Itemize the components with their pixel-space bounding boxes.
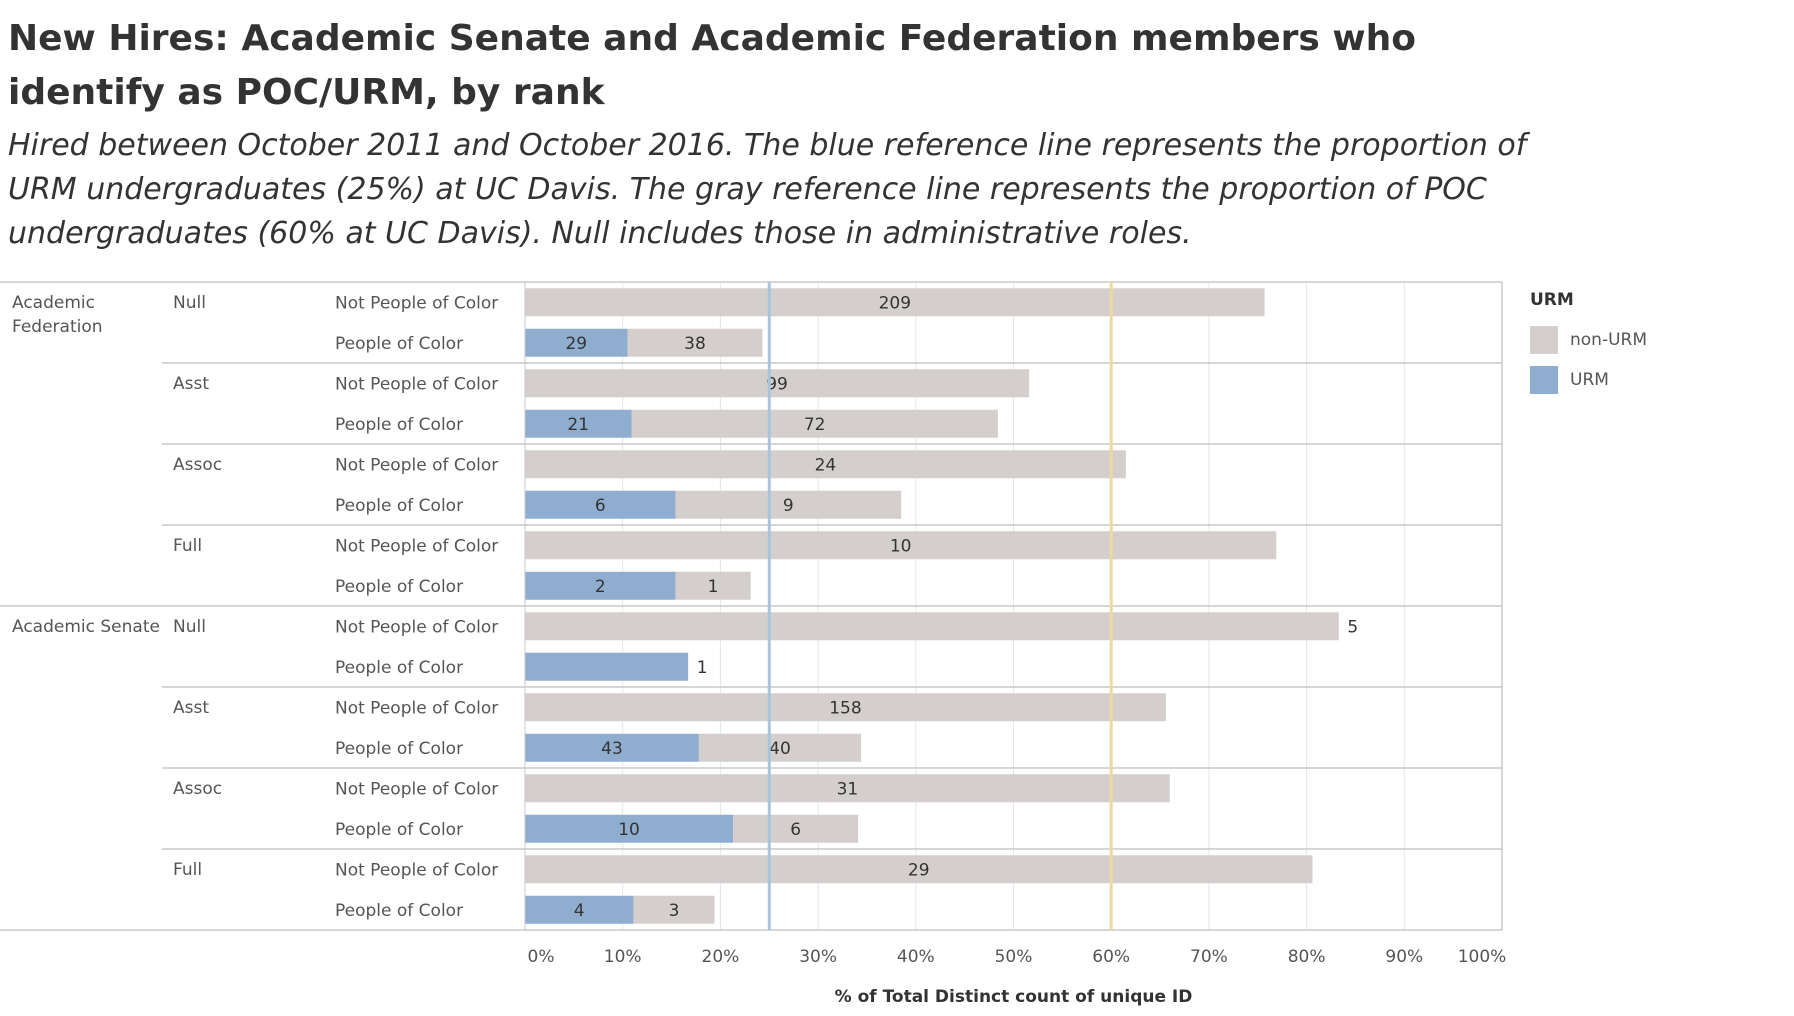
x-tick-label: 50%	[995, 947, 1033, 967]
group-label: Academic Federation	[12, 293, 103, 337]
value-label-non-urm: 24	[815, 455, 837, 475]
value-label-urm: 10	[618, 820, 640, 840]
row-label: People of Color	[335, 415, 463, 435]
row-label: Not People of Color	[335, 617, 498, 637]
bar-urm	[525, 328, 628, 357]
rank-label: Null	[173, 617, 206, 637]
bar-non-urm	[525, 693, 1166, 722]
bar-non-urm	[675, 571, 751, 600]
row-label: Not People of Color	[335, 455, 498, 475]
bar-non-urm	[525, 855, 1313, 884]
bar-non-urm	[698, 733, 862, 762]
x-tick-label: 100%	[1458, 947, 1507, 967]
rank-label: Asst	[173, 374, 209, 394]
value-label-non-urm: 29	[908, 860, 930, 880]
value-label-urm: 1	[697, 658, 708, 678]
row-label: People of Color	[335, 577, 463, 597]
stacked-bar-chart: Academic Federation Null Not People of Colo…	[0, 281, 1507, 1007]
legend-swatch-non-urm	[1530, 326, 1558, 354]
x-tick-label: 30%	[799, 947, 837, 967]
x-tick-label: 10%	[604, 947, 642, 967]
x-axis-title: % of Total Distinct count of unique ID	[835, 987, 1193, 1007]
row-label: People of Color	[335, 820, 463, 840]
bar-non-urm	[525, 531, 1277, 560]
bar-non-urm	[631, 409, 998, 438]
value-label-non-urm: 209	[879, 293, 911, 313]
value-label-non-urm: 31	[837, 779, 859, 799]
rank-label: Full	[173, 860, 202, 880]
value-label-urm: 6	[595, 496, 606, 516]
bar-non-urm	[733, 814, 859, 843]
value-label-non-urm: 9	[783, 496, 794, 516]
bar-urm	[525, 652, 689, 681]
value-label-non-urm: 158	[829, 698, 861, 718]
bar-urm	[525, 814, 734, 843]
value-label-non-urm: 38	[684, 334, 706, 354]
legend-item-non-urm[interactable]: non-URM	[1530, 320, 1647, 360]
bar-urm	[525, 733, 699, 762]
bar-non-urm	[633, 895, 715, 924]
rank-label: Assoc	[173, 455, 222, 475]
x-tick-label: 60%	[1092, 947, 1130, 967]
chart-title: New Hires: Academic Senate and Academic …	[8, 18, 1416, 113]
value-label-urm: 29	[565, 334, 587, 354]
rank-label: Full	[173, 536, 202, 556]
rank-label: Assoc	[173, 779, 222, 799]
legend-label-non-urm: non-URM	[1570, 330, 1648, 350]
bar-urm	[525, 409, 632, 438]
row-label: Not People of Color	[335, 536, 498, 556]
x-tick-label: 20%	[702, 947, 740, 967]
x-tick-label: 40%	[897, 947, 935, 967]
row-label: Not People of Color	[335, 374, 498, 394]
rank-label: Asst	[173, 698, 209, 718]
x-tick-label: 90%	[1385, 947, 1423, 967]
value-label-non-urm: 6	[790, 820, 801, 840]
bar-non-urm	[525, 612, 1339, 641]
row-label: People of Color	[335, 901, 463, 921]
value-label-urm: 4	[574, 901, 585, 921]
value-label-non-urm: 10	[890, 536, 912, 556]
x-tick-label: 70%	[1190, 947, 1228, 967]
row-label: Not People of Color	[335, 698, 498, 718]
bar-non-urm	[525, 450, 1126, 479]
bar-non-urm	[525, 774, 1170, 803]
row-label: People of Color	[335, 658, 463, 678]
value-label-non-urm: 5	[1347, 617, 1358, 637]
row-label: People of Color	[335, 496, 463, 516]
x-tick-label: 0%	[528, 947, 555, 967]
bar-urm	[525, 895, 634, 924]
x-tick-label: 80%	[1288, 947, 1326, 967]
value-label-urm: 2	[595, 577, 606, 597]
row-label: Not People of Color	[335, 293, 498, 313]
legend-label-urm: URM	[1570, 370, 1609, 390]
row-label: People of Color	[335, 739, 463, 759]
legend-item-urm[interactable]: URM	[1530, 360, 1647, 400]
bar-non-urm	[525, 288, 1265, 317]
value-label-non-urm: 3	[669, 901, 680, 921]
chart-subtitle: Hired between October 2011 and October 2…	[8, 128, 1527, 251]
rank-label: Null	[173, 293, 206, 313]
value-label-non-urm: 1	[708, 577, 719, 597]
value-label-urm: 43	[601, 739, 623, 759]
group-label: Academic Senate	[12, 617, 160, 637]
bar-non-urm	[525, 369, 1030, 398]
legend: URM non-URM URM	[1530, 290, 1647, 400]
row-label: Not People of Color	[335, 860, 498, 880]
bar-non-urm	[675, 490, 902, 519]
bar-urm	[525, 490, 676, 519]
bar-urm	[525, 571, 676, 600]
value-label-urm: 21	[567, 415, 589, 435]
value-label-non-urm: 40	[769, 739, 791, 759]
value-label-non-urm: 72	[804, 415, 826, 435]
legend-swatch-urm	[1530, 366, 1558, 394]
row-label: Not People of Color	[335, 779, 498, 799]
bar-non-urm	[627, 328, 763, 357]
legend-title: URM	[1530, 290, 1574, 310]
value-label-non-urm: 99	[766, 374, 788, 394]
row-label: People of Color	[335, 334, 463, 354]
